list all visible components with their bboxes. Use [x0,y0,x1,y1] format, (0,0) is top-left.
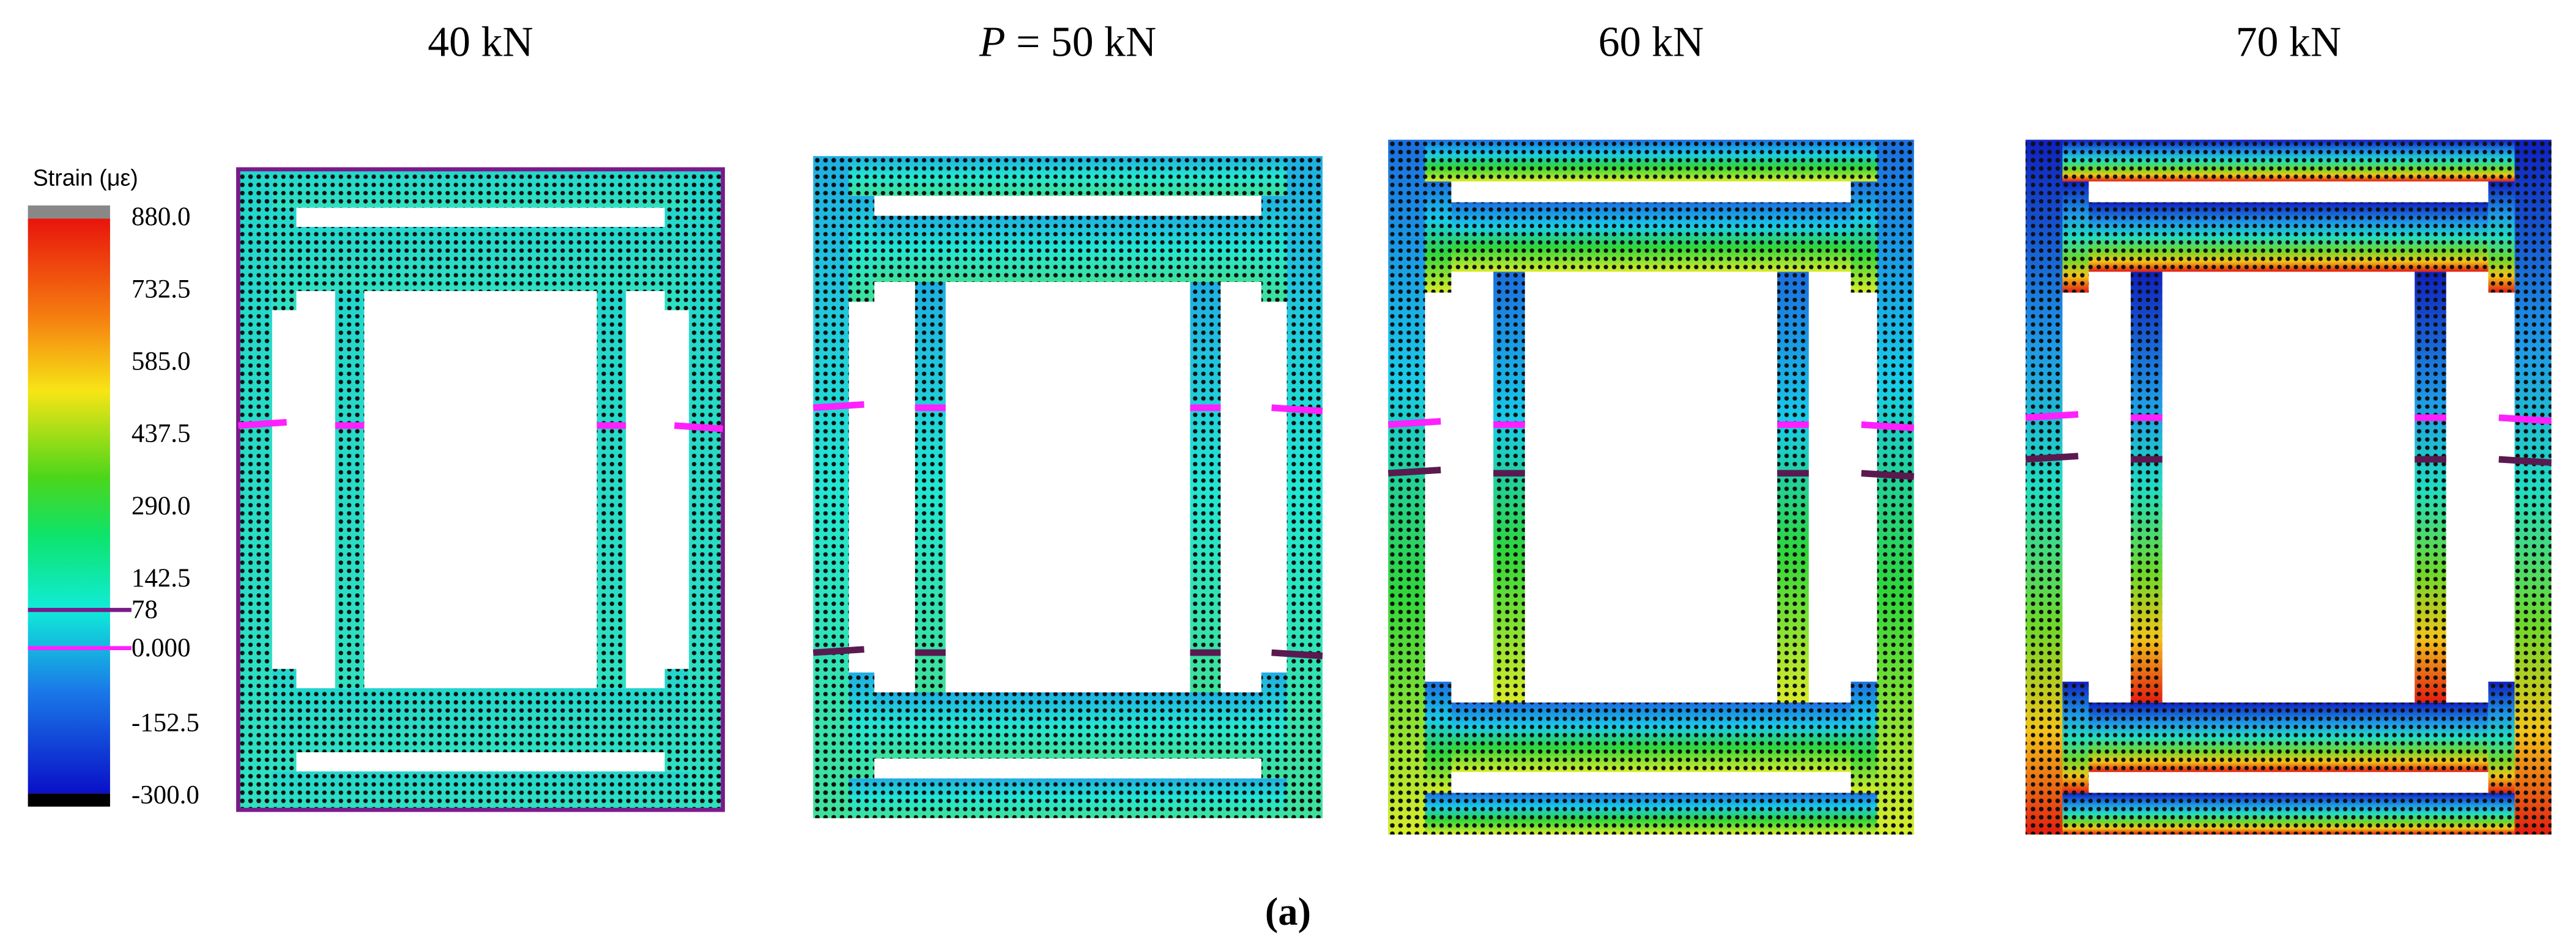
sensor-dots [238,169,723,208]
zero-strain-line [1861,421,1915,431]
panel-border [236,167,726,812]
sensor-dots [296,227,665,291]
sensor-dots [1850,181,1877,293]
panel-title: P = 50 kN [979,19,1157,66]
colorbar: Strain (με) 880.0 732.5 585.0 437.5 290.0 142… [28,165,199,809]
sensor-dots [1286,156,1323,818]
sensor-dots [689,169,723,810]
colorbar-tick-label: 437.5 [132,420,191,448]
panel-title-text: 70 kN [2236,19,2342,66]
panel-title: 40 kN [428,19,533,66]
colorbar-gradient [28,218,110,794]
sensor-dots [1425,181,1452,293]
sensor-dots [915,281,946,692]
sensor-dots [2088,702,2489,772]
contour-panel: P = 50 kN [813,19,1323,818]
sensor-dots [2062,681,2089,793]
sensor-dots [2025,793,2552,835]
sensor-dots [1877,139,1914,835]
sensor-dots [848,672,875,779]
sensor-dots [335,291,365,689]
colorbar-over [28,205,110,219]
colorbar-tick-label: 880.0 [132,202,191,231]
colorbar-tick-label: 585.0 [132,347,191,376]
zero-strain-line [2025,453,2079,463]
sensor-dots [1777,272,1809,703]
sensor-dots [2062,181,2089,293]
colorbar-tick-label: -152.5 [132,708,199,737]
sensor-dots [2488,181,2515,293]
zero-strain-line [2498,414,2552,424]
sensor-dots [296,688,665,752]
sensor-dots [2025,139,2063,835]
zero-strain-line [2498,456,2552,466]
panel-title-text: 60 kN [1598,19,1704,66]
sensor-dots [1850,681,1877,793]
zero-strain-line [813,401,864,411]
sensor-dots [272,207,297,311]
sensor-dots [2088,202,2489,272]
zero-strain-line [1861,470,1915,480]
sensor-dots [874,215,1261,282]
sensor-dots [664,207,689,311]
sensor-dots [664,668,689,772]
panel-title-text: 40 kN [428,19,533,66]
panel-title: 70 kN [2236,19,2342,66]
sensor-dots [1261,196,1287,302]
colorbar-tick-label: 142.5 [132,564,191,593]
colorbar-tick-label: 732.5 [132,275,191,303]
zero-strain-line [1387,418,1441,428]
panel-title-text: = 50 kN [1016,19,1156,66]
sensor-dots [1388,793,1914,835]
sensor-dots [1451,702,1851,772]
zero-strain-line [1271,649,1323,659]
panel-title-variable: P [979,19,1006,66]
colorbar-under [28,793,110,807]
sensor-dots [813,778,1323,818]
caption: (a) [1265,890,1311,933]
sensor-dots [272,668,297,772]
zero-strain-line [674,422,724,432]
zero-strain-line [1387,467,1441,477]
zero-strain-line [1271,404,1323,415]
contour-panel: 40 kN [236,19,726,812]
sensor-dots [813,156,849,818]
sensor-dots [238,771,723,810]
sensor-dots [2488,681,2515,793]
sensor-dots [1190,281,1221,692]
sensor-dots [2514,139,2552,835]
colorbar-tick-label: 0.000 [132,634,191,662]
sensor-dots [848,196,875,302]
panel-title: 60 kN [1598,19,1704,66]
colorbar-title: Strain (με) [33,165,138,191]
sensor-dots [596,291,626,689]
sensor-dots [238,169,272,810]
colorbar-tick-label: 78 [132,596,158,624]
zero-strain-line [2025,411,2079,421]
sensor-dots [2415,272,2446,703]
sensor-dots [1388,139,1914,182]
colorbar-tick-label: 290.0 [132,492,191,520]
sensor-dots [1425,681,1452,793]
zero-strain-line [813,646,864,656]
sensor-dots [1388,139,1425,835]
sensor-dots [2025,139,2552,182]
sensor-dots [2131,272,2162,703]
contour-panel: 60 kN [1387,19,1915,835]
sensor-dots [1493,272,1525,703]
colorbar-tick-label: -300.0 [132,780,199,809]
sensor-dots [874,692,1261,759]
sensor-dots [1261,672,1287,779]
sensor-dots [813,156,1323,196]
sensor-dots [1451,202,1851,272]
zero-strain-line [238,419,287,429]
contour-panel: 70 kN [2025,19,2552,835]
